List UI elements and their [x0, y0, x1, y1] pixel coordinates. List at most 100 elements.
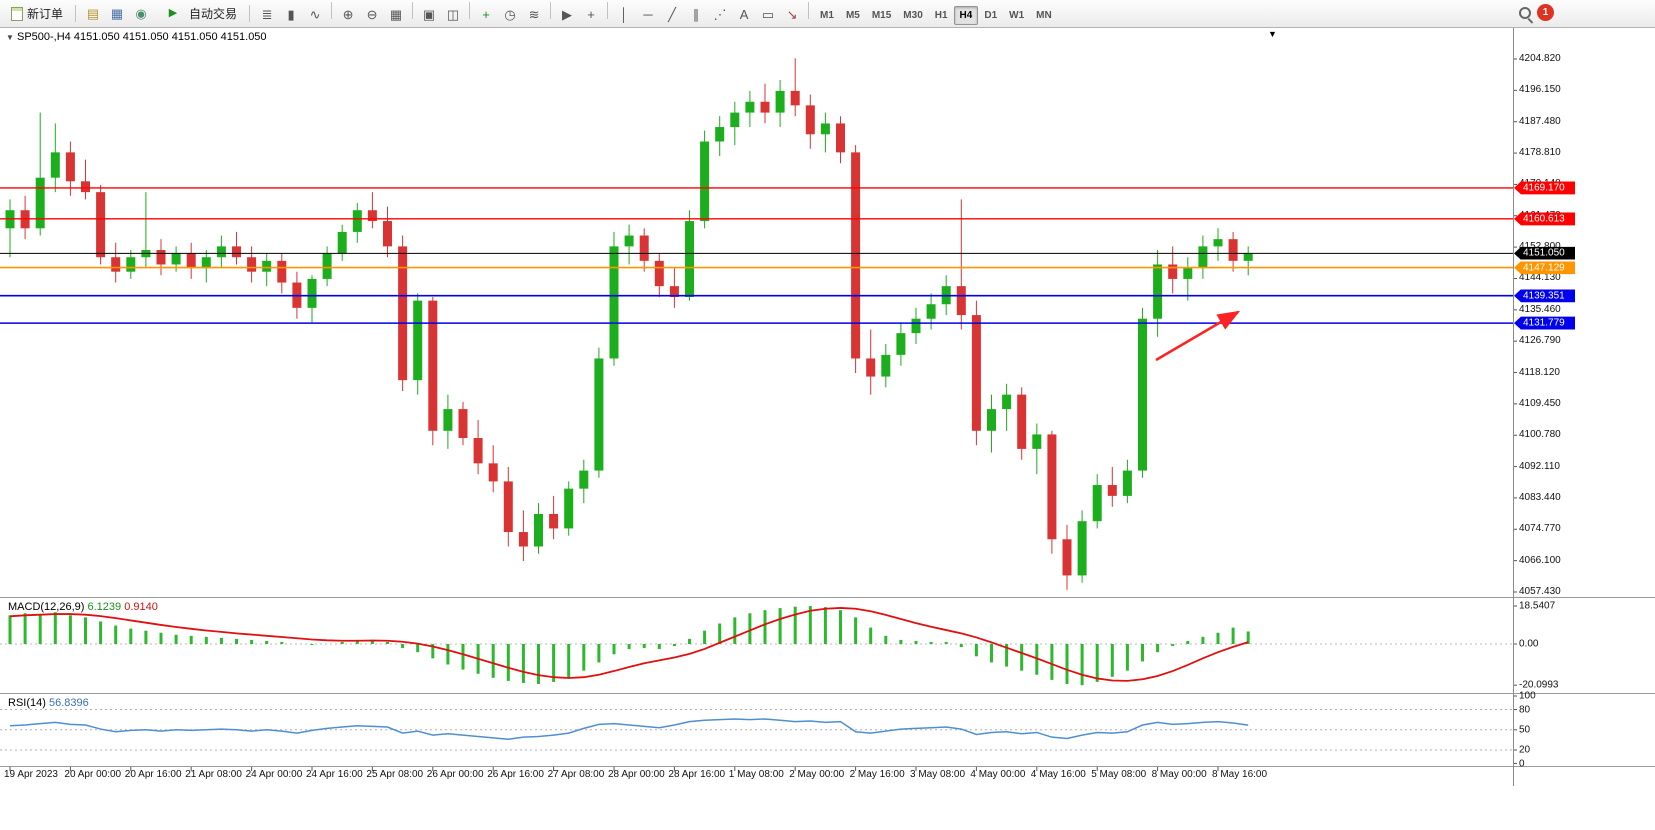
- price-axis-label: 4152.800: [1519, 241, 1561, 253]
- new-order-button[interactable]: 新订单: [4, 3, 70, 25]
- zoom-out-icon[interactable]: ⊖: [366, 7, 378, 23]
- rsi-panel[interactable]: [0, 693, 1513, 766]
- arrows-icon[interactable]: ↘: [786, 7, 798, 23]
- timeframe-button-m30[interactable]: M30: [903, 9, 923, 21]
- templates-icon[interactable]: ≋: [528, 7, 540, 23]
- trendline-icon[interactable]: ╱: [668, 7, 676, 23]
- macd-axis-label: 0.00: [1519, 638, 1539, 650]
- macd-panel[interactable]: [0, 597, 1513, 693]
- autotrading-button[interactable]: ▶ 自动交易: [154, 3, 244, 25]
- time-axis-label: 19 Apr 2023: [4, 769, 58, 780]
- profiles-icon[interactable]: ◫: [446, 7, 460, 23]
- time-axis-label: 28 Apr 16:00: [668, 769, 726, 780]
- rsi-axis-label: 20: [1519, 744, 1531, 756]
- toolbar-separator: [75, 5, 77, 22]
- rsi-header: RSI(14) 56.8396: [8, 697, 89, 709]
- time-axis-label: 26 Apr 16:00: [487, 769, 544, 780]
- add-indicator-icon[interactable]: +: [482, 7, 490, 23]
- toolbar-separator: [469, 2, 471, 20]
- time-axis-label: 5 May 08:00: [1091, 769, 1147, 780]
- time-axis-label: 3 May 08:00: [910, 769, 966, 780]
- time-axis-label: 20 Apr 16:00: [124, 769, 182, 780]
- price-axis-label: 4126.790: [1519, 335, 1561, 347]
- toolbar-separator: [249, 5, 251, 22]
- vertical-line-icon[interactable]: │: [619, 7, 629, 23]
- time-axis-label: 26 Apr 00:00: [426, 769, 484, 780]
- time-axis-label: 8 May 16:00: [1212, 769, 1268, 780]
- toolbar-separator: [808, 2, 810, 20]
- axis-separator: [1513, 27, 1514, 786]
- text-icon[interactable]: A: [739, 7, 749, 23]
- macd-axis-label: 18.5407: [1519, 600, 1556, 612]
- price-axis-label: 4083.440: [1519, 491, 1561, 503]
- timeframe-button-d1[interactable]: D1: [984, 9, 998, 21]
- chart-profile-icon[interactable]: ▤: [86, 6, 100, 21]
- label-icon[interactable]: ▭: [761, 7, 775, 23]
- price-axis-label: 4074.770: [1519, 523, 1561, 535]
- time-axis-label: 4 May 00:00: [970, 769, 1026, 780]
- chart-menu-icon[interactable]: ▼: [6, 33, 14, 42]
- price-axis-label: 4144.130: [1519, 272, 1561, 284]
- time-axis-label: 24 Apr 00:00: [245, 769, 303, 780]
- candlestick-chart-icon[interactable]: ▮: [287, 7, 295, 23]
- price-axis-label: 4196.150: [1519, 84, 1561, 96]
- timeframe-button-mn[interactable]: MN: [1036, 9, 1052, 21]
- price-tag: 4147.129: [1514, 261, 1575, 275]
- time-axis-label: 8 May 00:00: [1151, 769, 1207, 780]
- bar-chart-icon[interactable]: ≣: [261, 7, 273, 23]
- macd-header: MACD(12,26,9) 6.1239 0.9140: [8, 601, 158, 613]
- autotrading-label: 自动交易: [189, 7, 238, 21]
- line-chart-icon[interactable]: ∿: [309, 7, 321, 23]
- time-axis-label: 2 May 16:00: [849, 769, 905, 780]
- fibonacci-icon[interactable]: ⋰: [713, 7, 727, 23]
- toolbar-separator: [607, 2, 609, 20]
- price-axis-label: 4187.480: [1519, 115, 1561, 127]
- tile-windows-icon[interactable]: ▦: [389, 7, 403, 23]
- new-order-icon: [11, 6, 23, 21]
- rsi-axis-label: 100: [1519, 690, 1536, 702]
- time-axis-label: 28 Apr 00:00: [608, 769, 665, 780]
- price-axis-label: 4057.430: [1519, 585, 1561, 597]
- time-axis-label: 1 May 08:00: [728, 769, 784, 780]
- toolbar-separator: [331, 2, 333, 20]
- crosshair-icon[interactable]: +: [587, 7, 595, 23]
- price-chart[interactable]: [0, 27, 1513, 597]
- price-tag: 4151.050: [1514, 246, 1575, 260]
- periods-icon[interactable]: ◷: [504, 7, 516, 23]
- navigator-icon[interactable]: ◉: [135, 6, 147, 21]
- rsi-value: 56.8396: [48, 697, 89, 709]
- time-axis-label: 20 Apr 00:00: [64, 769, 122, 780]
- search-icon[interactable]: [1519, 7, 1531, 19]
- macd-splitter[interactable]: [0, 597, 1655, 598]
- timeframe-button-h4[interactable]: H4: [953, 5, 979, 25]
- price-axis-label: 4092.110: [1519, 460, 1560, 472]
- time-axis-label: 2 May 00:00: [789, 769, 845, 780]
- price-axis-label: 4135.460: [1519, 303, 1561, 315]
- timeframe-button-m1[interactable]: M1: [820, 9, 834, 21]
- cursor-icon[interactable]: ▶: [562, 7, 573, 23]
- price-tag: 4160.613: [1514, 212, 1575, 226]
- timeframe-button-h1[interactable]: H1: [934, 9, 948, 21]
- timeframe-button-m15[interactable]: M15: [871, 9, 892, 21]
- rsi-splitter[interactable]: [0, 693, 1655, 694]
- new-chart-icon[interactable]: ▣: [422, 7, 436, 23]
- chart-shift-marker[interactable]: ▼: [1268, 29, 1277, 39]
- price-axis-label: 4178.810: [1519, 147, 1561, 159]
- timeframe-button-w1[interactable]: W1: [1009, 9, 1025, 21]
- price-axis-label: 4204.820: [1519, 53, 1561, 64]
- time-axis-label: 4 May 16:00: [1030, 769, 1086, 780]
- macd-main-value: 6.1239: [87, 601, 122, 613]
- price-axis[interactable]: [1513, 27, 1655, 766]
- price-tag: 4139.351: [1514, 289, 1575, 303]
- zoom-in-icon[interactable]: ⊕: [342, 7, 354, 23]
- chart-header: ▼ SP500-,H4 4151.050 4151.050 4151.050 4…: [6, 31, 267, 43]
- timeframe-button-m5[interactable]: M5: [845, 9, 860, 21]
- market-watch-icon[interactable]: ▦: [110, 6, 124, 21]
- price-tag: 4131.779: [1514, 316, 1575, 330]
- horizontal-line-icon[interactable]: ─: [643, 7, 653, 23]
- price-axis-label: 4066.100: [1519, 554, 1561, 566]
- channel-icon[interactable]: ∥: [692, 7, 700, 23]
- notification-badge[interactable]: 1: [1537, 4, 1554, 21]
- macd-axis-label: -20.0993: [1519, 679, 1559, 691]
